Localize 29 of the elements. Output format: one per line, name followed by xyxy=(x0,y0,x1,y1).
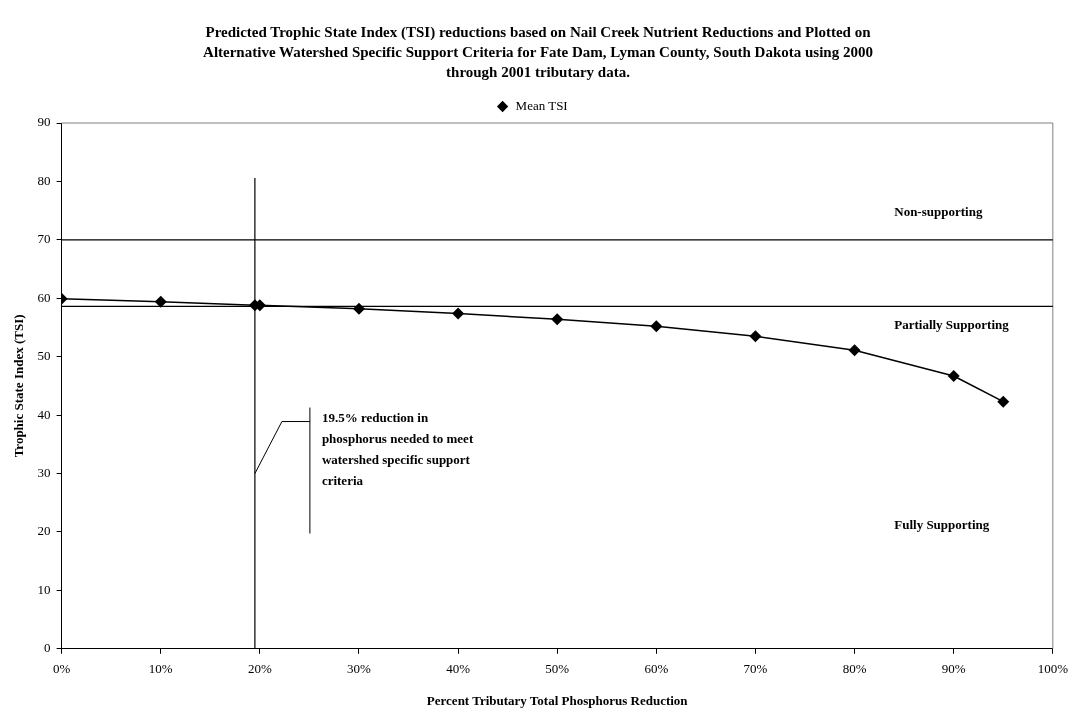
x-tick-label: 0% xyxy=(52,661,71,677)
y-tick-label: 70 xyxy=(37,231,51,247)
x-tick-label: 100% xyxy=(1037,661,1069,677)
y-tick-label: 50 xyxy=(37,348,51,364)
y-axis-title: Trophic State Index (TSI) xyxy=(11,314,27,458)
annotation: 19.5% reduction in phosphorus needed to meet watershed specific support criteria xyxy=(321,409,474,488)
y-tick-label: 40 xyxy=(37,406,51,422)
x-tick-label: 90% xyxy=(941,661,966,677)
annotation: Non-supporting xyxy=(894,203,983,219)
x-axis-title: Percent Tributary Total Phosphorus Reduction xyxy=(426,692,689,708)
y-tick-label: 30 xyxy=(37,464,51,480)
annotation: Partially Supporting xyxy=(894,316,1010,332)
chart-title: Predicted Trophic State Index (TSI) reductions based on Nail Creek Nutrient Reductions and Plotted on Alternative Watershed Specific Support Criteria for Fate Dam, Lyman County, South Dakota using 2000 through 2001 tributary data. xyxy=(202,23,874,82)
y-tick-label: 0 xyxy=(44,640,51,656)
x-tick-label: 20% xyxy=(247,661,272,677)
x-tick-label: 80% xyxy=(842,661,867,677)
y-tick-label: 80 xyxy=(37,172,51,188)
x-tick-label: 40% xyxy=(446,661,471,677)
y-tick-label: 20 xyxy=(37,523,51,539)
legend-label: Mean TSI xyxy=(515,97,568,113)
x-tick-label: 70% xyxy=(743,661,768,677)
y-tick-label: 60 xyxy=(37,289,51,305)
x-tick-label: 60% xyxy=(644,661,669,677)
x-tick-label: 30% xyxy=(347,661,372,677)
x-tick-label: 10% xyxy=(148,661,173,677)
x-tick-label: 50% xyxy=(545,661,570,677)
y-tick-label: 10 xyxy=(37,581,51,597)
annotation: Fully Supporting xyxy=(894,516,990,532)
y-tick-label: 90 xyxy=(37,114,51,130)
